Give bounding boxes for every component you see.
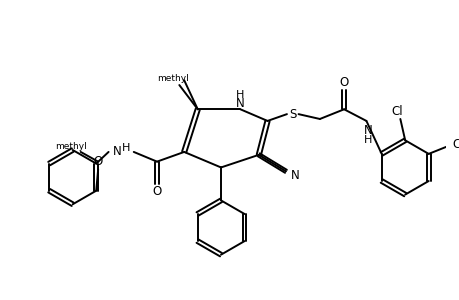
Text: H: H	[364, 135, 372, 145]
Text: O: O	[93, 155, 102, 168]
Text: Cl: Cl	[451, 138, 459, 151]
Text: N: N	[112, 146, 121, 158]
Text: N: N	[363, 124, 372, 137]
Text: N: N	[291, 169, 299, 182]
Text: Cl: Cl	[391, 105, 403, 118]
Text: methyl: methyl	[157, 74, 188, 83]
Text: H: H	[236, 90, 244, 100]
Text: H: H	[122, 143, 130, 153]
Text: N: N	[235, 97, 244, 110]
Text: O: O	[152, 185, 161, 198]
Text: O: O	[339, 76, 348, 88]
Text: methyl: methyl	[55, 142, 87, 151]
Text: S: S	[288, 108, 296, 121]
